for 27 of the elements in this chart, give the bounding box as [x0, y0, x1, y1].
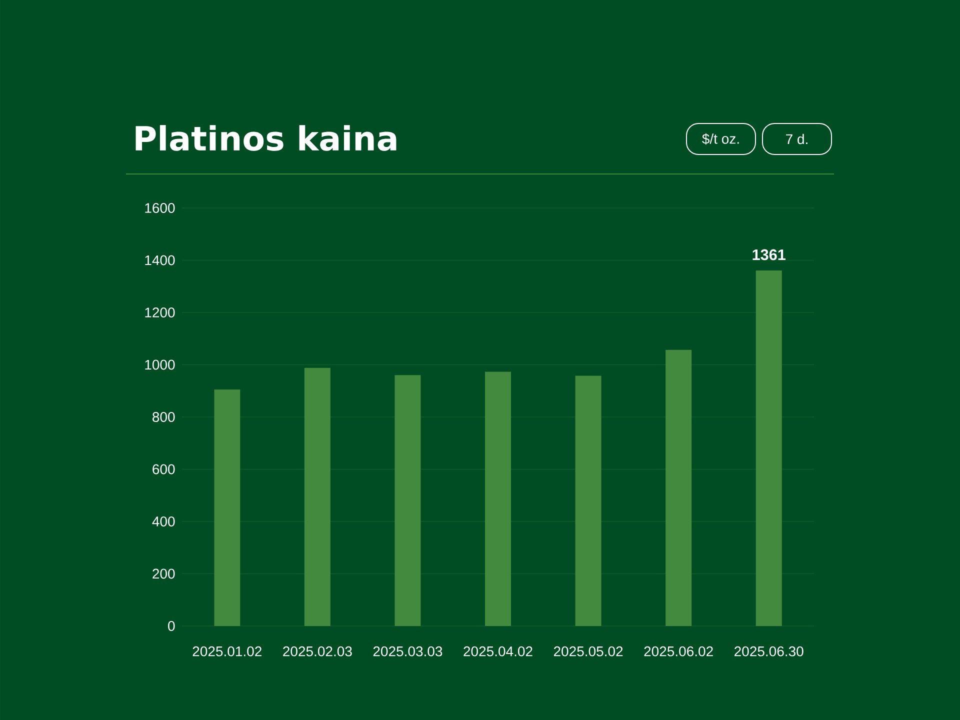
bar: [304, 368, 330, 626]
bar: [214, 390, 240, 626]
x-tick-label: 2025.04.02: [464, 646, 532, 656]
x-tick-label: 2025.03.03: [373, 646, 442, 656]
y-tick-label: 200: [152, 568, 175, 579]
text: $/t oz.: [702, 133, 739, 145]
x-tick-label: 2025.01.02: [192, 646, 262, 656]
x-tick-label: 2025.05.02: [554, 646, 623, 656]
chart-title: Platinos kaina: [136, 125, 396, 151]
bar: [756, 270, 782, 626]
bar: [575, 376, 602, 626]
bar: [394, 375, 421, 626]
y-tick-label: 400: [152, 516, 175, 526]
y-tick-label: 600: [152, 464, 175, 474]
x-tick-label: 2025.06.02: [644, 646, 713, 656]
x-tick-label: 2025.02.03: [283, 646, 352, 656]
text: 7 d.: [786, 134, 808, 144]
y-tick-label: 1000: [145, 360, 175, 370]
bar: [485, 372, 511, 626]
y-tick-label: 1200: [145, 308, 175, 318]
y-tick-label: 800: [152, 412, 175, 422]
y-tick-label: 1400: [145, 255, 175, 266]
y-tick-label: 0: [168, 621, 175, 631]
bar: [666, 350, 692, 626]
y-tick-label: 1600: [145, 203, 175, 213]
data-label: 1361: [752, 249, 786, 260]
x-tick-label: 2025.06.30: [734, 646, 804, 656]
